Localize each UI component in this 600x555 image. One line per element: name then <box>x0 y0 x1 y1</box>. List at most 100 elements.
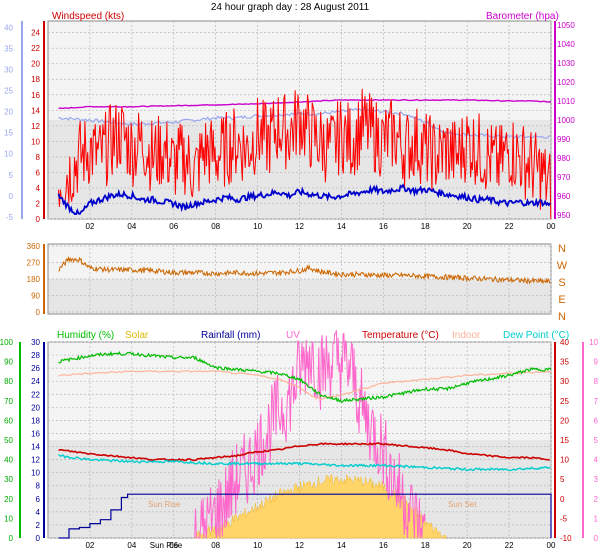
wind-axis-tick: 4 <box>36 184 41 193</box>
wind-gust-line <box>58 88 552 220</box>
rain-tick: 10 <box>31 469 40 478</box>
baro-axis-tick: 1030 <box>557 59 575 68</box>
wind-x-tick: 08 <box>211 222 220 231</box>
climate-x-tick: 00 <box>547 541 556 550</box>
rain-tick: 24 <box>31 377 40 386</box>
uv-tick: 3 <box>594 475 599 484</box>
climate-x-tick: 16 <box>379 541 388 550</box>
sun-rise-annotation: Sun Rise <box>148 500 181 509</box>
temp-tick: 0 <box>560 495 565 504</box>
legend-entry: Rainfall (mm) <box>201 330 260 341</box>
humidity-tick: 60 <box>4 416 13 425</box>
climate-x-tick: 18 <box>421 541 430 550</box>
uv-tick: 0 <box>594 534 599 543</box>
outer-axis-tick: 15 <box>4 129 13 138</box>
baro-axis-tick: 970 <box>557 173 571 182</box>
humidity-tick: 90 <box>4 358 13 367</box>
wind-x-tick: 04 <box>127 222 136 231</box>
wind-axis-label: Windspeed (kts) <box>52 11 124 22</box>
humidity-tick: 70 <box>4 397 13 406</box>
rain-tick: 12 <box>31 456 40 465</box>
outer-axis-tick: 5 <box>9 171 14 180</box>
baro-axis-label: Barometer (hpa) <box>486 11 559 22</box>
climate-x-tick: 08 <box>211 541 220 550</box>
graph-title: 24 hour graph day : 28 August 2011 <box>211 2 370 13</box>
baro-axis-tick: 990 <box>557 135 571 144</box>
legend-entry: Temperature (°C) <box>362 330 439 341</box>
humidity-tick: 50 <box>4 436 13 445</box>
baro-axis-tick: 1050 <box>557 21 575 30</box>
rain-tick: 8 <box>36 482 41 491</box>
wind-direction-line <box>58 255 551 285</box>
outer-axis-tick: 0 <box>9 192 14 201</box>
outer-axis-tick: 20 <box>4 108 13 117</box>
wind-axis-tick: 14 <box>31 106 40 115</box>
climate-x-tick: 12 <box>295 541 304 550</box>
temp-tick: -5 <box>560 514 568 523</box>
temp-tick: -10 <box>560 534 572 543</box>
wind-x-tick: 12 <box>295 222 304 231</box>
legend-entry: Indoor <box>452 330 481 341</box>
wind-x-tick: 06 <box>169 222 178 231</box>
rain-tick: 0 <box>36 534 41 543</box>
legend-entry: Humidity (%) <box>57 330 114 341</box>
temp-tick: 40 <box>560 338 569 347</box>
climate-x-tick: 06 <box>169 541 178 550</box>
uv-tick: 8 <box>594 377 599 386</box>
dir-axis-tick: 180 <box>27 275 41 284</box>
wind-axis-tick: 22 <box>31 44 40 53</box>
climate-x-tick: 04 <box>127 541 136 550</box>
legend-entry: Dew Point (°C) <box>503 330 569 341</box>
climate-x-tick: 22 <box>505 541 514 550</box>
outer-axis-tick: 40 <box>4 23 13 32</box>
temp-tick: 15 <box>560 436 569 445</box>
sun-rise-x-label: Sun Rise <box>150 541 183 550</box>
climate-x-tick: 20 <box>463 541 472 550</box>
climate-x-tick: 14 <box>337 541 346 550</box>
wind-x-tick: 20 <box>463 222 472 231</box>
wind-x-tick: 16 <box>379 222 388 231</box>
legend-entry: UV <box>286 330 300 341</box>
climate-x-tick: 10 <box>253 541 262 550</box>
indoor-temp-line <box>58 370 552 401</box>
baro-axis-tick: 950 <box>557 211 571 220</box>
uv-tick: 6 <box>594 416 599 425</box>
wind-axis-tick: 8 <box>36 153 41 162</box>
compass-label: N <box>558 311 566 323</box>
solar-area <box>194 474 447 539</box>
wind-x-tick: 22 <box>505 222 514 231</box>
temp-tick: 35 <box>560 358 569 367</box>
wind-axis-tick: 18 <box>31 75 40 84</box>
dir-axis-tick: 360 <box>27 242 41 251</box>
outer-axis-tick: 35 <box>4 44 13 53</box>
outer-axis-tick: 10 <box>4 150 13 159</box>
humidity-tick: 80 <box>4 377 13 386</box>
wind-axis-tick: 10 <box>31 137 40 146</box>
humidity-line <box>58 350 552 403</box>
rain-tick: 20 <box>31 403 40 412</box>
rain-tick: 6 <box>36 495 41 504</box>
wind-x-tick: 10 <box>253 222 262 231</box>
humidity-tick: 10 <box>4 514 13 523</box>
sun-set-annotation: Sun Set <box>448 500 477 509</box>
temperature-line <box>58 442 550 462</box>
wind-axis-tick: 2 <box>36 199 41 208</box>
climate-x-tick: 02 <box>85 541 94 550</box>
rain-tick: 16 <box>31 429 40 438</box>
dir-axis-tick: 270 <box>27 259 41 268</box>
wind-axis-tick: 16 <box>31 91 40 100</box>
compass-label: W <box>557 260 568 272</box>
rainfall-line <box>58 493 552 539</box>
wind-x-tick: 00 <box>547 222 556 231</box>
outer-axis-tick: 30 <box>4 65 13 74</box>
uv-tick: 1 <box>594 514 599 523</box>
wind-x-tick: 02 <box>85 222 94 231</box>
uv-tick: 7 <box>594 397 599 406</box>
dir-axis-tick: 90 <box>31 292 40 301</box>
uv-line <box>194 330 426 539</box>
humidity-tick: 0 <box>9 534 14 543</box>
baro-axis-tick: 1010 <box>557 97 575 106</box>
barometer-line <box>58 98 552 110</box>
